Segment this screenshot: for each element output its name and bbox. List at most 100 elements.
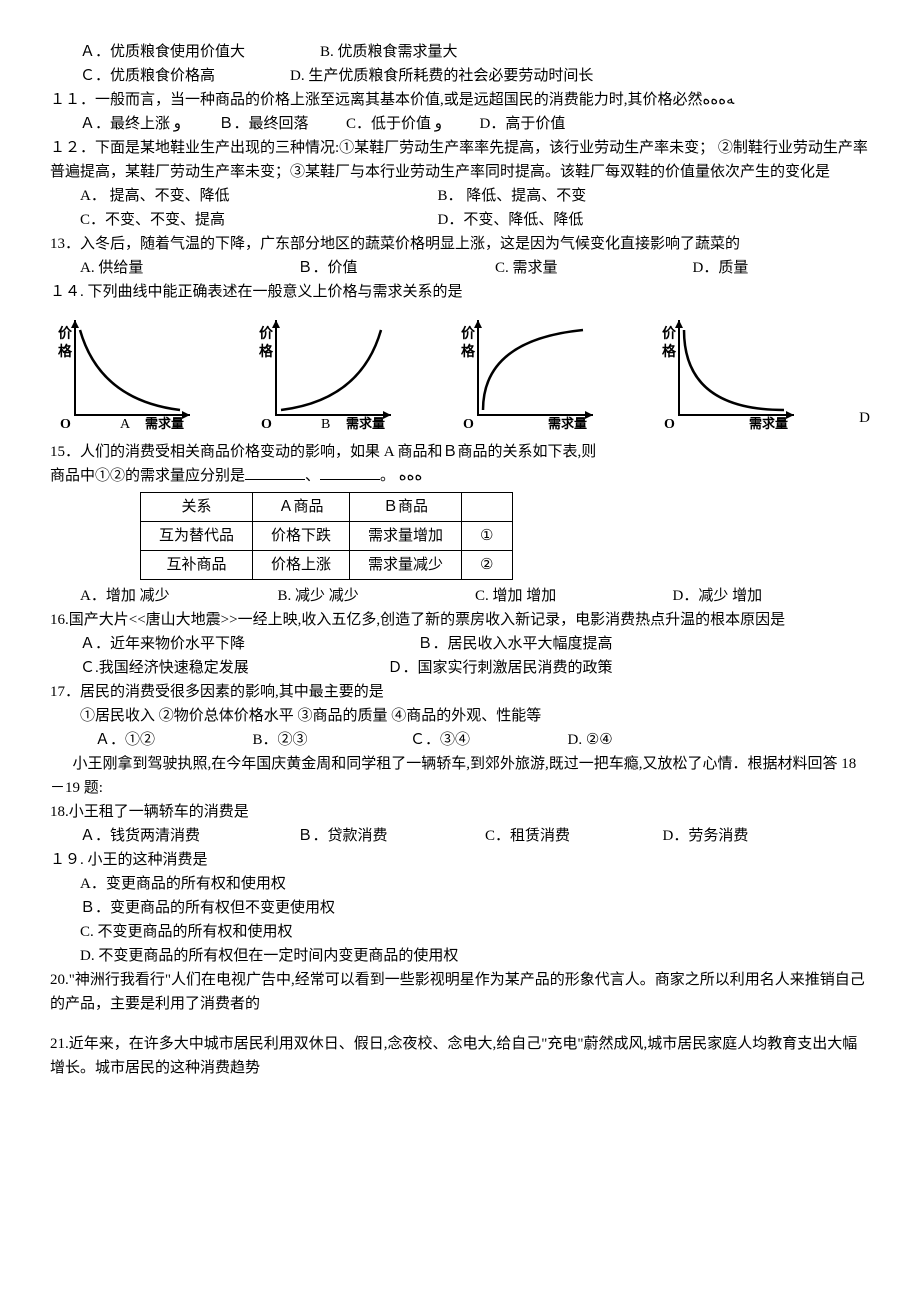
q11-stem: １１．一般而言，当一种商品的价格上涨至远离其基本价值,或是远超国民的消费能力时,… — [50, 88, 870, 112]
q15-opt-a: A．增加 减少 — [80, 584, 240, 608]
svg-text:B: B — [321, 417, 330, 430]
spacer — [50, 1016, 870, 1032]
td: 需求量增加 — [350, 522, 462, 551]
q13-stem: 13．入冬后，随着气温的下降，广东部分地区的蔬菜价格明显上涨，这是因为气候变化直… — [50, 232, 870, 256]
q20-stem: 20."神洲行我看行"人们在电视广告中,经常可以看到一些影视明星作为某产品的形象… — [50, 968, 870, 1016]
th: Ｂ商品 — [350, 493, 462, 522]
q15-opt-c: C. 增加 增加 — [475, 584, 635, 608]
table-row: 互为替代品 价格下跌 需求量增加 ① — [141, 522, 513, 551]
svg-text:价: 价 — [461, 326, 476, 342]
q10-options-2: Ｃ．优质粮食价格高 D. 生产优质粮食所耗费的社会必要劳动时间长 — [50, 64, 870, 88]
q12-stem: １２．下面是某地鞋业生产出现的三种情况:①某鞋厂劳动生产率率先提高，该行业劳动生… — [50, 136, 870, 184]
q10-opt-c: Ｃ．优质粮食价格高 — [80, 64, 215, 88]
q12-opt-a: A． 提高、不变、降低 — [80, 184, 400, 208]
th: 关系 — [141, 493, 253, 522]
q14-stem: １４. 下列曲线中能正确表述在一般意义上价格与需求关系的是 — [50, 280, 870, 304]
q18-options: Ａ．钱货两清消费 Ｂ．贷款消费 C．租赁消费 D．劳务消费 — [50, 824, 870, 848]
td: 互补商品 — [141, 551, 253, 580]
q19-opt-d: D. 不变更商品的所有权但在一定时间内变更商品的使用权 — [50, 944, 870, 968]
svg-text:A: A — [120, 417, 131, 430]
q11-opt-c: C．低于价值 ﻭ — [346, 112, 442, 136]
q18-opt-a: Ａ．钱货两清消费 — [80, 824, 260, 848]
blank-2 — [320, 479, 380, 480]
q15-opt-d: D．减少 增加 — [673, 584, 763, 608]
td: 价格上涨 — [253, 551, 350, 580]
q18-stem: 18.小王租了一辆轿车的消费是 — [50, 800, 870, 824]
chart-d-label: D — [859, 406, 870, 430]
q18-opt-b: Ｂ．贷款消费 — [298, 824, 448, 848]
q15-options: A．增加 减少 B. 减少 减少 C. 增加 增加 D．减少 增加 — [50, 584, 870, 608]
q12-options-2: C．不变、不变、提高 D．不变、降低、降低 — [50, 208, 870, 232]
q16-options-1: Ａ．近年来物价水平下降 Ｂ．居民收入水平大幅度提高 — [50, 632, 870, 656]
q11-opt-b: Ｂ．最终回落 — [219, 112, 309, 136]
q12-options-1: A． 提高、不变、降低 B． 降低、提高、不变 — [50, 184, 870, 208]
svg-text:O: O — [664, 417, 675, 430]
q16-opt-b: Ｂ．居民收入水平大幅度提高 — [418, 632, 613, 656]
svg-text:格: 格 — [461, 343, 476, 360]
q17-opt-d: D. ②④ — [568, 728, 613, 752]
q17-stem: 17．居民的消费受很多因素的影响,其中最主要的是 — [50, 680, 870, 704]
q17-opt-c: Ｃ．③④ — [410, 728, 530, 752]
td: 需求量减少 — [350, 551, 462, 580]
q13-options: A. 供给量 Ｂ．价值 C. 需求量 D．质量 — [50, 256, 870, 280]
q10-opt-b: B. 优质粮食需求量大 — [320, 40, 458, 64]
svg-text:O: O — [261, 417, 272, 430]
td: 互为替代品 — [141, 522, 253, 551]
q10-opt-a: Ａ．优质粮食使用价值大 — [80, 40, 245, 64]
q10-options: Ａ．优质粮食使用价值大 B. 优质粮食需求量大 — [50, 40, 870, 64]
passage-18-19: 小王刚拿到驾驶执照,在今年国庆黄金周和同学租了一辆轿车,到郊外旅游,既过一把车瘾… — [50, 752, 870, 800]
td: ② — [462, 551, 512, 580]
chart-a: 价格OA需求量 — [50, 310, 200, 430]
q18-opt-d: D．劳务消费 — [663, 824, 749, 848]
table-row: 互补商品 价格上涨 需求量减少 ② — [141, 551, 513, 580]
q15-stem2-post: 。 ﻩﻩﻩ — [380, 468, 422, 484]
svg-text:格: 格 — [259, 343, 274, 360]
svg-text:价: 价 — [58, 326, 73, 342]
q15-stem1: 15．人们的消费受相关商品价格变动的影响，如果 A 商品和Ｂ商品的关系如下表,则 — [50, 440, 870, 464]
q17-items: ①居民收入 ②物价总体价格水平 ③商品的质量 ④商品的外观、性能等 — [50, 704, 870, 728]
svg-text:O: O — [463, 417, 474, 430]
q17-opt-a: Ａ．①② — [95, 728, 215, 752]
chart-b: 价格OB需求量 — [251, 310, 401, 430]
svg-text:格: 格 — [662, 343, 677, 360]
td: ① — [462, 522, 512, 551]
q21-stem: 21.近年来，在许多大中城市居民利用双休日、假日,念夜校、念电大,给自己"充电"… — [50, 1032, 870, 1080]
q16-opt-a: Ａ．近年来物价水平下降 — [80, 632, 380, 656]
svg-text:O: O — [60, 417, 71, 430]
chart-d: 价格 O 需求量 — [654, 310, 804, 430]
svg-text:价: 价 — [662, 326, 677, 342]
q19-stem: １９. 小王的这种消费是 — [50, 848, 870, 872]
q16-options-2: Ｃ.我国经济快速稳定发展 Ｄ．国家实行刺激居民消费的政策 — [50, 656, 870, 680]
q12-opt-c: C．不变、不变、提高 — [80, 208, 400, 232]
q19-opt-c: C. 不变更商品的所有权和使用权 — [50, 920, 870, 944]
q11-options: Ａ．最终上涨 ﻭ Ｂ．最终回落 C．低于价值 ﻭ D．高于价值 — [50, 112, 870, 136]
blank-1 — [245, 479, 305, 480]
th: Ａ商品 — [253, 493, 350, 522]
q19-opt-a: A．变更商品的所有权和使用权 — [50, 872, 870, 896]
q14-charts: 价格OA需求量 价格OB需求量 价格O需求量 价格O需求量 D — [50, 310, 870, 430]
q13-opt-b: Ｂ．价值 — [298, 256, 458, 280]
q15-table: 关系 Ａ商品 Ｂ商品 互为替代品 价格下跌 需求量增加 ① 互补商品 价格上涨 … — [140, 492, 513, 580]
table-row: 关系 Ａ商品 Ｂ商品 — [141, 493, 513, 522]
q13-opt-d: D．质量 — [693, 256, 749, 280]
q12-opt-d: D．不变、降低、降低 — [438, 208, 584, 232]
q15-stem2-pre: 商品中①②的需求量应分别是 — [50, 468, 245, 484]
svg-text:需求量: 需求量 — [749, 416, 788, 430]
q13-opt-c: C. 需求量 — [495, 256, 655, 280]
q15-stem2: 商品中①②的需求量应分别是、。 ﻩﻩﻩ — [50, 464, 870, 488]
chart-c: 价格 O 需求量 — [453, 310, 603, 430]
q11-opt-d: D．高于价值 — [480, 112, 566, 136]
q17-options: Ａ．①② B．②③ Ｃ．③④ D. ②④ — [50, 728, 870, 752]
q18-opt-c: C．租赁消费 — [485, 824, 625, 848]
q12-opt-b: B． 降低、提高、不变 — [438, 184, 587, 208]
th — [462, 493, 512, 522]
q15-opt-b: B. 减少 减少 — [278, 584, 438, 608]
svg-text:需求量: 需求量 — [346, 416, 385, 430]
svg-text:格: 格 — [58, 343, 73, 360]
q16-opt-c: Ｃ.我国经济快速稳定发展 — [80, 656, 350, 680]
q16-stem: 16.国产大片<<唐山大地震>>一经上映,收入五亿多,创造了新的票房收入新记录，… — [50, 608, 870, 632]
td: 价格下跌 — [253, 522, 350, 551]
svg-text:需求量: 需求量 — [548, 416, 587, 430]
q16-opt-d: Ｄ．国家实行刺激居民消费的政策 — [388, 656, 613, 680]
q11-opt-a: Ａ．最终上涨 ﻭ — [80, 112, 181, 136]
